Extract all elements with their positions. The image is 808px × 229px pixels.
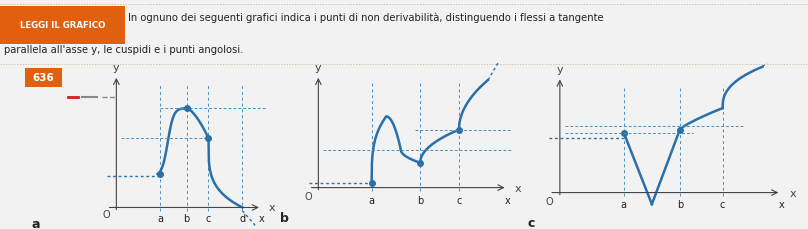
Text: c: c [720,200,726,210]
Text: y: y [113,63,120,73]
Text: a: a [32,217,40,229]
Text: y: y [557,64,563,74]
Text: x: x [789,188,796,198]
Text: O: O [103,210,111,219]
Text: b: b [417,195,423,204]
Text: x: x [269,203,276,213]
FancyBboxPatch shape [0,7,125,45]
Text: a: a [621,200,627,210]
Text: O: O [305,191,313,201]
Text: c: c [528,216,535,229]
Text: d: d [239,213,246,223]
Text: O: O [545,196,553,206]
Text: c: c [206,213,211,223]
Text: x: x [515,183,521,193]
Text: a: a [157,213,163,223]
Text: b: b [280,211,288,224]
Text: c: c [457,195,461,204]
Text: x: x [259,213,265,223]
FancyBboxPatch shape [26,68,61,88]
Text: y: y [315,63,322,73]
Text: x: x [504,195,511,204]
Text: b: b [183,213,190,223]
Text: a: a [368,195,375,204]
Text: parallela all'asse y, le cuspidi e i punti angolosi.: parallela all'asse y, le cuspidi e i pun… [4,45,243,55]
Text: b: b [677,200,683,210]
Text: 636: 636 [33,73,54,83]
Text: x: x [778,200,784,210]
Text: In ognuno dei seguenti grafici indica i punti di non derivabilità, distinguendo : In ognuno dei seguenti grafici indica i … [128,13,604,23]
Text: LEGGI IL GRAFICO: LEGGI IL GRAFICO [19,21,105,30]
